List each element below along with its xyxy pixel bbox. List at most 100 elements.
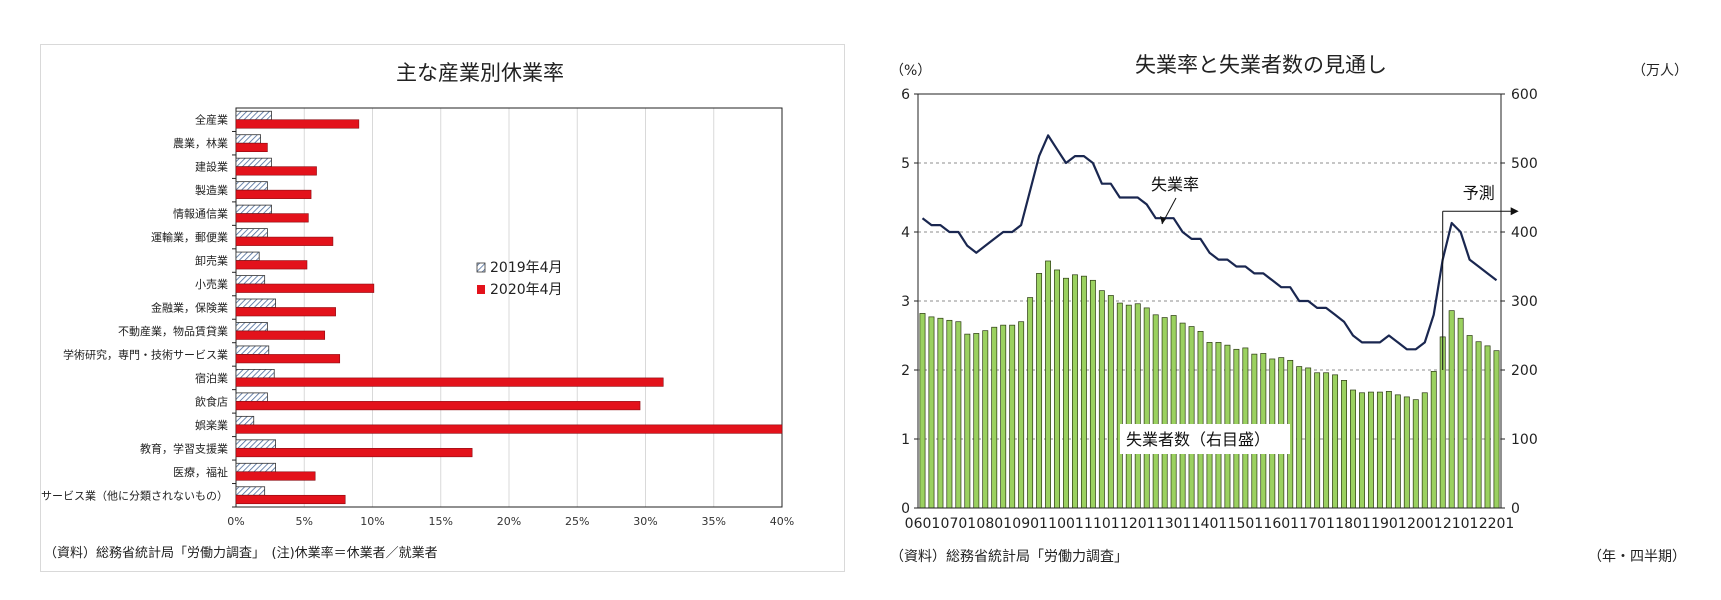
source-note: （資料）総務省統計局「労働力調査」	[890, 549, 1128, 565]
category-label: 全産業	[195, 113, 228, 127]
bar-2019	[235, 251, 260, 261]
rate-annotation: 失業率	[1151, 175, 1199, 194]
right-y-tick-label: 300	[1511, 294, 1538, 310]
legend-label-2019: 2019年4月	[490, 260, 563, 276]
unemployed-count-bar	[1080, 275, 1087, 509]
left-y-tick-label: 2	[901, 363, 910, 379]
bar-2020	[235, 330, 326, 340]
forecast-label: 予測	[1463, 183, 1495, 202]
x-tick-label: 1301	[1156, 516, 1192, 532]
unemployed-count-bar	[1412, 399, 1419, 509]
bar-2019	[235, 134, 261, 144]
forecast-arrowhead	[1510, 207, 1519, 216]
unemployed-count-bar	[1296, 366, 1303, 509]
left-axis-unit: （%）	[890, 63, 932, 79]
unemployed-count-bar	[1179, 322, 1186, 509]
x-tick-label: 35%	[702, 515, 726, 528]
right-chart-canvas: 0 1 2 3 4 5 6 0 100 200 300 400 500 600 0601 0701 0801 09…	[901, 87, 1538, 532]
bar-2019	[235, 110, 272, 121]
bar-2020	[235, 260, 308, 270]
unemployed-count-bar	[1125, 304, 1132, 509]
unemployed-count-bar	[973, 333, 980, 509]
x-tick-label: 1001	[1048, 516, 1084, 532]
unemployed-count-bar	[1098, 290, 1105, 509]
bar-2020	[235, 354, 341, 364]
x-tick-label: 1501	[1228, 516, 1264, 532]
x-tick-label: 30%	[633, 515, 657, 528]
unemployed-count-bar	[1448, 310, 1455, 509]
unemployment-forecast-chart: 失業率と失業者数の見通し （%） （万人） 0 1 2 3 4 5 6 0 100 200 300 4…	[880, 44, 1700, 572]
category-label: 卸売業	[195, 254, 228, 268]
bar-2020	[235, 283, 375, 293]
unemployed-count-bar	[1341, 380, 1347, 509]
bar-2020	[235, 401, 641, 411]
x-tick-label: 0701	[941, 516, 977, 532]
unemployed-count-bar	[1350, 389, 1356, 509]
unemployed-count-bar	[1484, 345, 1491, 509]
unemployed-count-bar	[1403, 396, 1410, 509]
bar-2019	[235, 415, 255, 426]
right-y-tick-label: 0	[1511, 501, 1520, 517]
right-y-tick-label: 500	[1511, 156, 1538, 172]
bar-2020	[235, 236, 334, 246]
unemployed-count-bar	[946, 319, 953, 509]
category-label: 娯楽業	[195, 418, 228, 432]
unemployed-count-bar	[991, 326, 998, 509]
bar-2019	[235, 157, 272, 168]
x-tick-label: 2001	[1407, 516, 1443, 532]
unemployed-count-bar	[955, 321, 962, 509]
unemployed-count-bar	[1421, 392, 1428, 509]
unemployed-count-bar	[1376, 391, 1383, 509]
bar-2020	[235, 142, 268, 153]
unemployed-count-bar	[1072, 274, 1078, 509]
unemployed-count-bar	[1314, 372, 1321, 509]
category-label: 不動産業，物品賃貸業	[118, 324, 228, 338]
x-tick-label: 1201	[1120, 516, 1156, 532]
unemployed-count-bar	[1367, 391, 1374, 509]
unemployed-count-bar	[1466, 335, 1473, 509]
x-tick-label: 0%	[227, 515, 244, 528]
x-tick-label: 40%	[770, 515, 794, 528]
bar-2019	[235, 439, 276, 449]
plot-frame	[917, 93, 1502, 509]
bar-2019	[235, 462, 276, 473]
unemployed-count-bar	[1152, 314, 1159, 509]
bar-2019	[235, 322, 268, 332]
unemployment-rate-line	[921, 134, 1498, 351]
bar-2019	[235, 275, 266, 285]
x-tick-label: 2201	[1479, 516, 1515, 532]
unemployed-count-bar	[1305, 367, 1312, 509]
bar-2020	[235, 189, 312, 199]
unemployed-count-bar	[1116, 302, 1123, 509]
bar-2020	[235, 213, 309, 223]
chart-title: 失業率と失業者数の見通し	[1135, 53, 1387, 77]
category-label: 情報通信業	[173, 208, 228, 221]
category-label: 建設業	[195, 160, 228, 174]
x-tick-label: 15%	[429, 515, 453, 528]
unemployed-count-bar	[1134, 303, 1141, 509]
unemployed-count-bar	[1170, 315, 1177, 509]
rate-annotation-arrowhead	[1160, 216, 1166, 224]
category-label: 学術研究，専門・技術サービス業	[63, 347, 228, 361]
unemployed-count-bar	[1457, 317, 1464, 509]
bar-2020	[235, 307, 336, 317]
category-label: サービス業（他に分類されないもの）	[41, 489, 228, 502]
unemployed-count-bar	[1197, 331, 1204, 509]
right-y-tick-label: 100	[1511, 432, 1538, 448]
count-annotation: 失業者数（右目盛）	[1126, 430, 1270, 449]
x-tick-label: 20%	[497, 515, 521, 528]
right-y-tick-label: 600	[1511, 87, 1538, 103]
left-y-tick-label: 4	[901, 225, 910, 241]
category-label: 運輸業，郵便業	[151, 230, 228, 244]
unemployed-count-bar	[919, 313, 926, 509]
unemployed-count-bar	[964, 333, 971, 509]
bar-2019	[235, 181, 268, 191]
x-tick-label: 5%	[296, 515, 313, 528]
bar-2020	[235, 424, 783, 434]
unemployed-count-bar	[1161, 317, 1168, 509]
category-label: 医療，福祉	[173, 465, 228, 479]
bar-2019	[235, 204, 272, 215]
x-tick-label: 10%	[360, 515, 384, 528]
left-y-tick-label: 3	[901, 294, 910, 310]
category-label: 小売業	[195, 278, 228, 291]
